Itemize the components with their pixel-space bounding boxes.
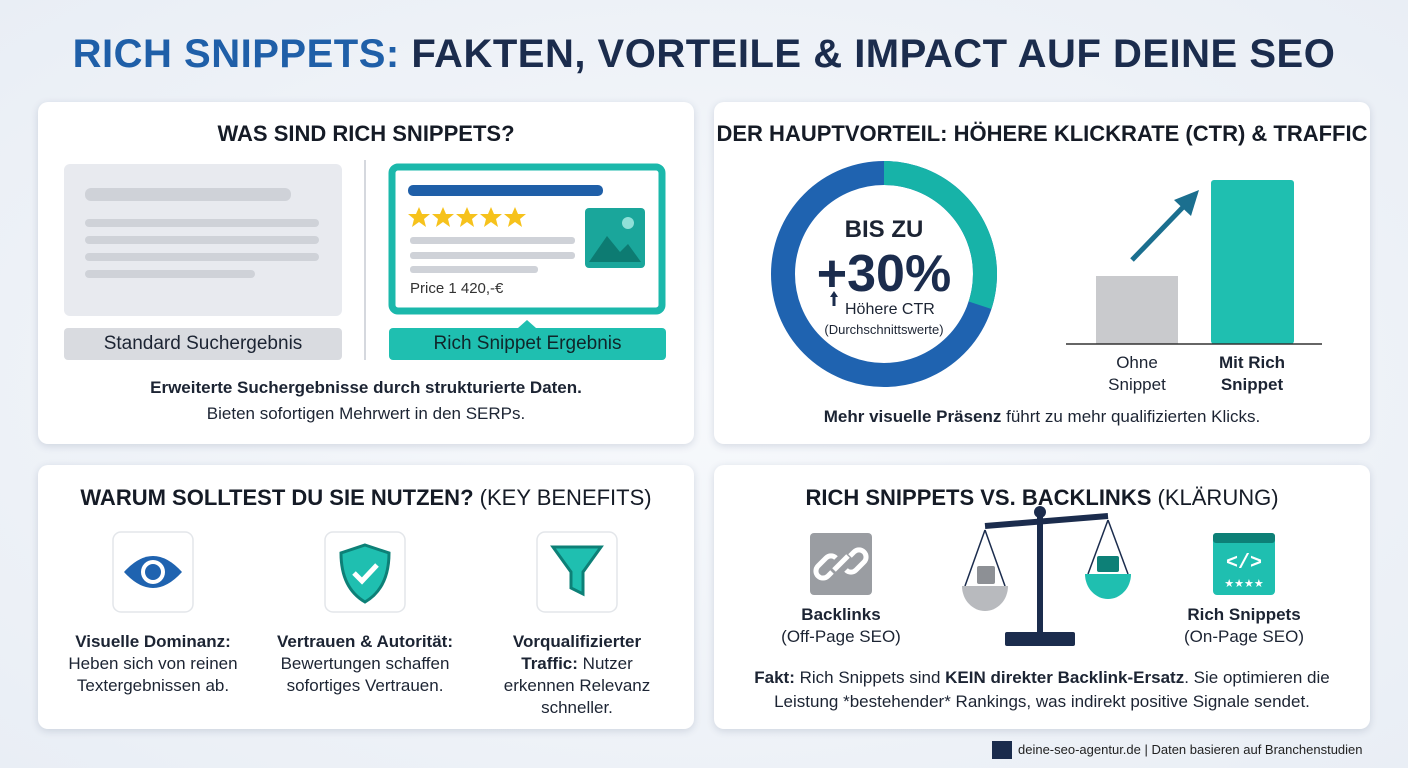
benefit-item: Visuelle Dominanz: Heben sich von reinen…	[58, 631, 248, 697]
donut-caption: Höhere CTR	[845, 301, 935, 318]
what-summary-bold: Erweiterte Suchergebnisse durch struktur…	[150, 378, 582, 397]
heading-bold: RICH SNIPPETS VS. BACKLINKS	[805, 485, 1152, 510]
standard-result-mockup	[64, 164, 342, 360]
ctr-note-bold: Mehr visuelle Präsenz	[823, 407, 1002, 426]
benefit-text: Heben sich von reinen Textergebnissen ab…	[68, 654, 238, 695]
rich-label: Rich Snippet Ergebnis	[433, 333, 622, 354]
benefits-heading: WARUM SOLLTEST DU SIE NUTZEN? (KEY BENEF…	[38, 485, 694, 511]
donut-segment	[771, 161, 997, 387]
versus-graphics: </> ★★★★	[810, 506, 1275, 646]
page-title: RICH SNIPPETS: FAKTEN, VORTEILE & IMPACT…	[0, 32, 1408, 77]
ctr-heading: DER HAUPTVORTEIL: HÖHERE KLICKRATE (CTR)…	[716, 121, 1368, 146]
heading-bold: WARUM SOLLTEST DU SIE NUTZEN?	[80, 485, 474, 510]
donut-value: +30%	[816, 245, 952, 303]
svg-text:</>: </>	[1226, 552, 1262, 575]
ctr-note: Mehr visuelle Präsenz führt zu mehr qual…	[714, 406, 1370, 428]
footer-logo	[992, 741, 1012, 759]
left-title: Backlinks	[801, 605, 881, 624]
benefit-title: Vertrauen & Autorität:	[276, 632, 453, 651]
donut-top: BIS ZU	[844, 216, 924, 243]
ctr-note-text: führt zu mehr qualifizierten Klicks.	[1006, 407, 1261, 426]
left-sub: (Off-Page SEO)	[781, 627, 901, 646]
svg-text:★★★★: ★★★★	[1224, 578, 1264, 590]
benefit-text: Bewertungen schaffen sofortiges Vertraue…	[280, 654, 450, 695]
footer: deine-seo-agentur.de | Daten basieren au…	[1018, 742, 1363, 757]
benefit-title: Vorqualifizierter Traffic:	[512, 632, 642, 673]
fact-emphasis: KEIN direkter Backlink-Ersatz	[945, 668, 1185, 687]
what-summary: Bieten sofortigen Mehrwert in den SERPs.	[206, 404, 526, 423]
heading-rest: (KLÄRUNG)	[1157, 485, 1279, 510]
standard-label: Standard Suchergebnis	[103, 333, 303, 354]
rich-price: Price 1 420,-€	[410, 280, 504, 297]
rich-result-mockup	[388, 163, 666, 360]
benefit-item: Vorqualifizierter Traffic: Nutzer erkenn…	[492, 631, 662, 719]
benefit-title: Visuelle Dominanz:	[75, 632, 231, 651]
versus-heading: RICH SNIPPETS VS. BACKLINKS (KLÄRUNG)	[714, 485, 1370, 511]
benefit-icons	[112, 531, 618, 613]
donut-note: (Durchschnittswerte)	[824, 322, 944, 337]
bar-label: Ohne Snippet	[1108, 353, 1166, 394]
title-highlight: RICH SNIPPETS:	[72, 32, 400, 76]
fact-text: . Sie optimieren die Leistung *bestehend…	[774, 668, 1330, 711]
benefit-text: Nutzer erkennen Relevanz schneller.	[503, 654, 651, 717]
title-rest: FAKTEN, VORTEILE & IMPACT AUF DEINE SEO	[411, 32, 1336, 76]
right-title: Rich Snippets	[1187, 605, 1301, 624]
fact-text: Rich Snippets sind	[799, 668, 941, 687]
bar-label: Mit Rich Snippet	[1218, 353, 1286, 394]
fact: Fakt: Rich Snippets sind KEIN direkter B…	[738, 666, 1346, 714]
heading-rest: (KEY BENEFITS)	[479, 485, 652, 510]
what-heading: WAS SIND RICH SNIPPETS?	[217, 121, 515, 146]
fact-label: Fakt:	[754, 668, 795, 687]
ctr-donut	[771, 161, 997, 387]
right-sub: (On-Page SEO)	[1184, 627, 1304, 646]
ctr-bars	[1066, 180, 1322, 345]
benefit-item: Vertrauen & Autorität: Bewertungen schaf…	[265, 631, 465, 697]
